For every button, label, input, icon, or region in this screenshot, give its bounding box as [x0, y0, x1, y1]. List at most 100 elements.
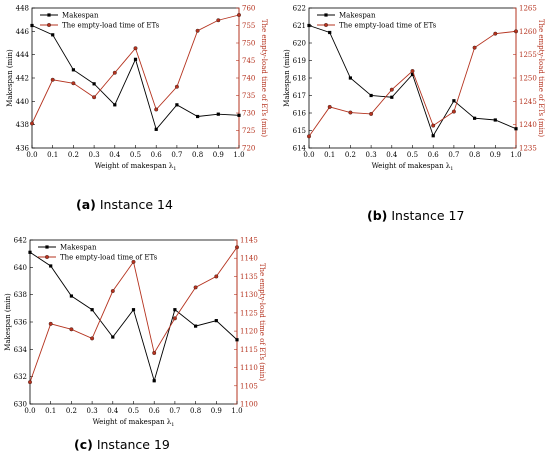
y-tick-label: 634 [14, 346, 28, 354]
legend-label: The empty-load time of ETs [60, 254, 158, 262]
empty-load-point [30, 121, 34, 126]
makespan-point [431, 134, 435, 138]
empty-load-point [451, 109, 456, 114]
empty-load-point [235, 245, 239, 250]
y-tick-label: 615 [293, 127, 306, 135]
empty-load-point [69, 327, 74, 332]
caption-a-letter: (a) [76, 197, 96, 212]
y2-tick-label: 725 [242, 127, 255, 135]
legend-marker-circle [324, 23, 328, 27]
x-axis-label-text: Weight of makespan λ [95, 162, 174, 170]
makespan-point [194, 324, 198, 328]
y-tick-label: 448 [16, 5, 29, 13]
y-tick-label: 640 [14, 264, 27, 272]
y-tick-label: 442 [16, 75, 29, 83]
makespan-point [133, 57, 138, 61]
x-tick-label: 0.9 [211, 407, 222, 415]
makespan-point [30, 23, 34, 28]
x-tick-label: 0.4 [109, 151, 121, 159]
makespan-point [216, 112, 220, 116]
series-line-makespan [29, 251, 238, 383]
y2-tick-label: 1130 [240, 291, 258, 299]
makespan-point [131, 308, 136, 312]
x-tick-label: 0.4 [107, 407, 119, 415]
x-tick-label: 0.5 [407, 151, 418, 159]
makespan-point [328, 30, 332, 35]
legend-label: The empty-load time of ETs [62, 22, 160, 30]
x-tick-label: 0.0 [26, 151, 37, 159]
caption-b-text: Instance 17 [391, 208, 465, 223]
legend-label: The empty-load time of ETs [339, 22, 437, 30]
x-axis-label: Weight of makespan λ1 [93, 418, 175, 428]
y2-tick-label: 1260 [519, 28, 537, 36]
makespan-point [196, 114, 200, 119]
y2-tick-label: 1265 [519, 5, 537, 13]
caption-c: (c) Instance 19 [74, 437, 170, 452]
empty-load-point [172, 316, 177, 321]
x-tick-label: 1.0 [231, 407, 242, 415]
y2-axis-label: The empty-load time of ETs (min) [258, 263, 266, 382]
x-tick-label: 0.1 [47, 151, 58, 159]
y-axis-label: Makespan (min) [4, 293, 12, 351]
y-tick-label: 444 [16, 51, 30, 59]
y-tick-label: 617 [293, 92, 306, 100]
empty-load-point [112, 70, 117, 75]
y2-tick-label: 1245 [519, 98, 537, 106]
makespan-point [51, 33, 55, 37]
x-tick-label: 1.0 [510, 151, 521, 159]
makespan-point [348, 76, 352, 80]
empty-load-point [327, 104, 332, 109]
y-tick-label: 638 [14, 291, 27, 299]
x-tick-label: 0.7 [448, 151, 459, 159]
empty-load-point [133, 46, 138, 51]
y2-tick-label: 1140 [240, 255, 258, 263]
y-axis-label: Makespan (min) [283, 49, 291, 107]
y-tick-label: 440 [16, 98, 29, 106]
makespan-point [69, 294, 73, 298]
y2-tick-label: 760 [242, 5, 255, 13]
x-tick-label: 0.2 [68, 151, 79, 159]
makespan-point [493, 118, 497, 122]
caption-b-letter: (b) [367, 208, 388, 223]
x-tick-label: 0.1 [324, 151, 335, 159]
y-tick-label: 620 [293, 40, 306, 48]
y2-tick-label: 1120 [240, 328, 258, 336]
x-tick-label: 0.8 [192, 151, 203, 159]
empty-load-point [154, 107, 159, 112]
caption-a-text: Instance 14 [99, 197, 173, 212]
x-axis-label-subscript: 1 [171, 422, 174, 428]
y2-tick-label: 1145 [240, 237, 258, 245]
y-tick-label: 618 [293, 75, 306, 83]
y2-tick-label: 1250 [519, 75, 537, 83]
empty-load-point [110, 289, 115, 293]
empty-load-point [369, 111, 374, 116]
makespan-point [111, 335, 115, 339]
caption-c-text: Instance 19 [96, 437, 170, 452]
x-tick-label: 0.4 [386, 151, 398, 159]
empty-load-point [410, 69, 415, 73]
y2-axis-label: The empty-load time of ETs (min) [537, 19, 545, 138]
empty-load-point [193, 285, 198, 290]
makespan-point [71, 68, 75, 72]
x-axis-label-subscript: 1 [450, 166, 453, 172]
y-tick-label: 438 [16, 121, 29, 129]
empty-load-point [92, 95, 97, 100]
makespan-point [214, 319, 218, 323]
empty-load-point [431, 123, 436, 128]
empty-load-point [48, 321, 53, 326]
legend-label: Makespan [60, 244, 97, 252]
makespan-point [175, 103, 179, 107]
empty-load-point [174, 84, 179, 89]
empty-load-point [50, 77, 55, 82]
empty-load-point [216, 18, 221, 23]
x-tick-label: 0.6 [151, 151, 163, 159]
x-tick-label: 0.3 [87, 407, 98, 415]
makespan-point [173, 308, 177, 312]
x-tick-label: 0.5 [130, 151, 141, 159]
makespan-point [452, 99, 456, 103]
legend-marker-square [47, 13, 51, 17]
y2-tick-label: 735 [242, 92, 255, 100]
y2-axis-label: The empty-load time of ETs (min) [260, 19, 268, 138]
x-tick-label: 0.9 [490, 151, 501, 159]
x-tick-label: 0.3 [89, 151, 100, 159]
